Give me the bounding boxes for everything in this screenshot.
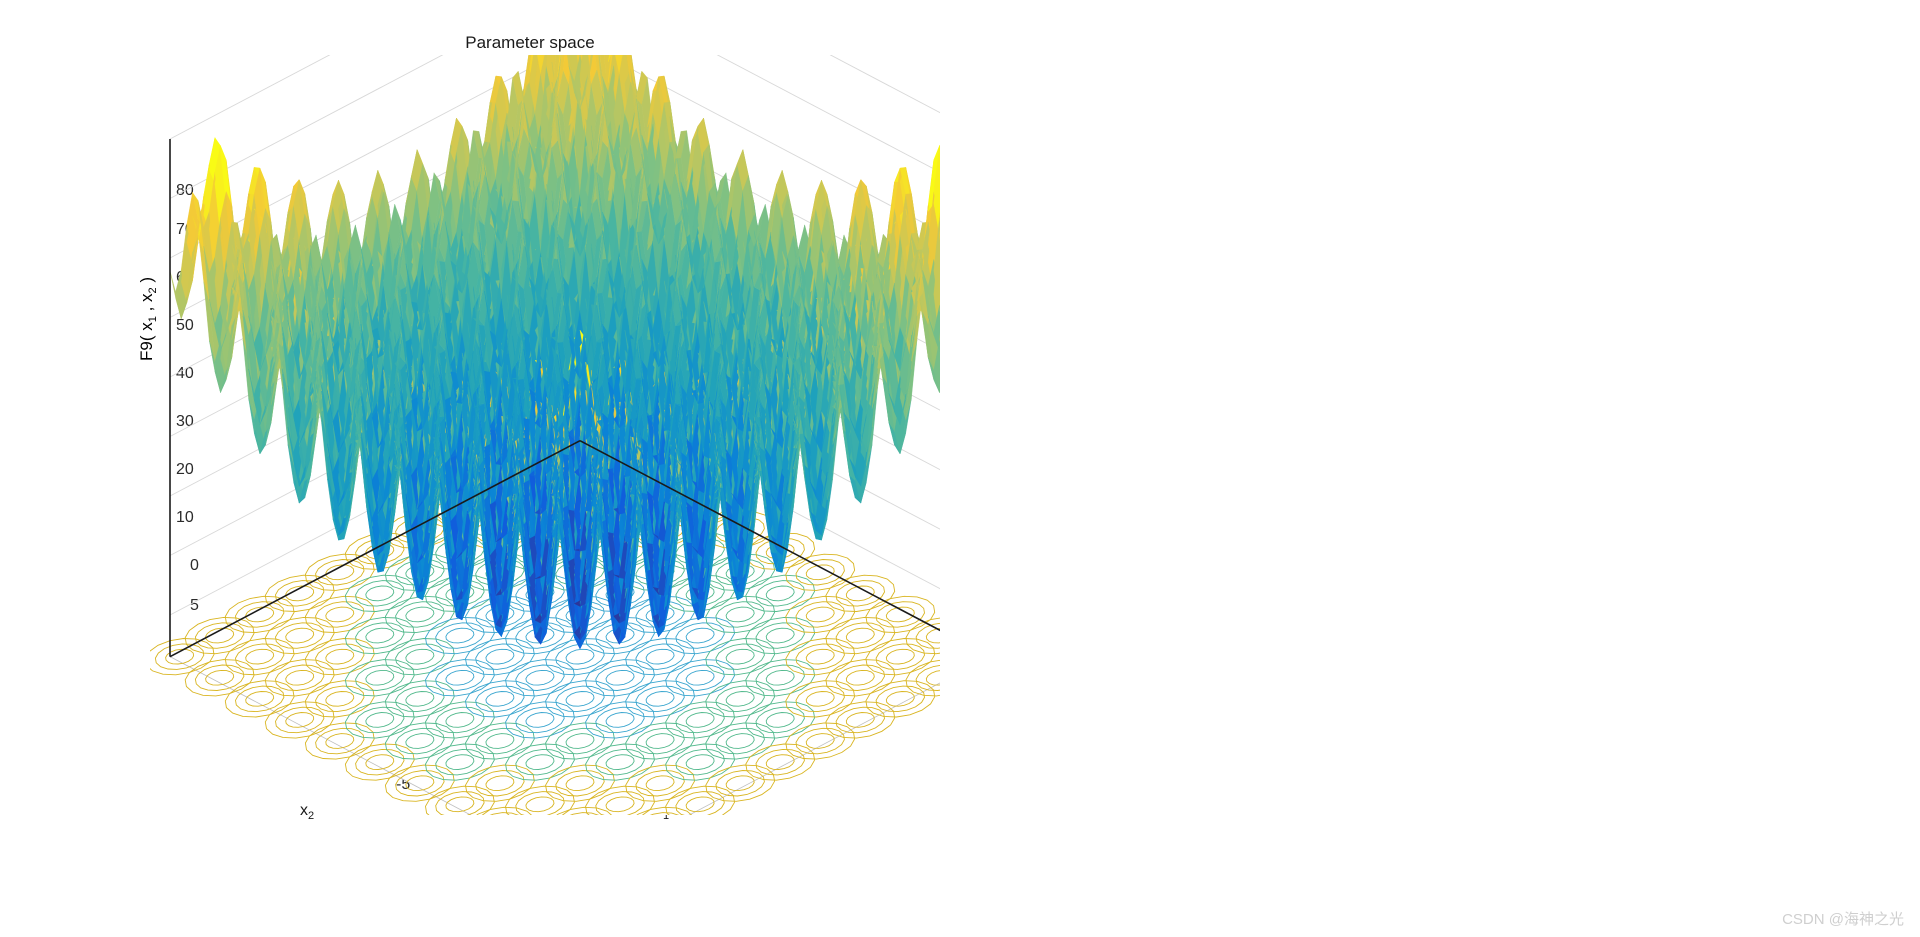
z-tick-10: 10 xyxy=(176,509,194,526)
x2-axis-label: x2 xyxy=(300,802,315,822)
z-tick-0: 0 xyxy=(190,557,199,574)
surface-plot-3d xyxy=(150,55,940,815)
z-tick-20: 20 xyxy=(176,461,194,478)
x2-tick-5: 5 xyxy=(190,597,199,614)
z-tick-50: 50 xyxy=(176,317,194,334)
objective-space-panel: Objective space Best score obtained so f… xyxy=(960,0,1920,937)
csdn-watermark: CSDN @海神之光 xyxy=(1782,911,1904,928)
parameter-space-title: Parameter space xyxy=(465,33,595,52)
surface-svg xyxy=(150,55,940,815)
z-tick-40: 40 xyxy=(176,365,194,382)
z-tick-30: 30 xyxy=(176,413,194,430)
parameter-space-panel: Parameter space F9( x1 , x2 ) 80 70 60 5… xyxy=(137,33,940,822)
